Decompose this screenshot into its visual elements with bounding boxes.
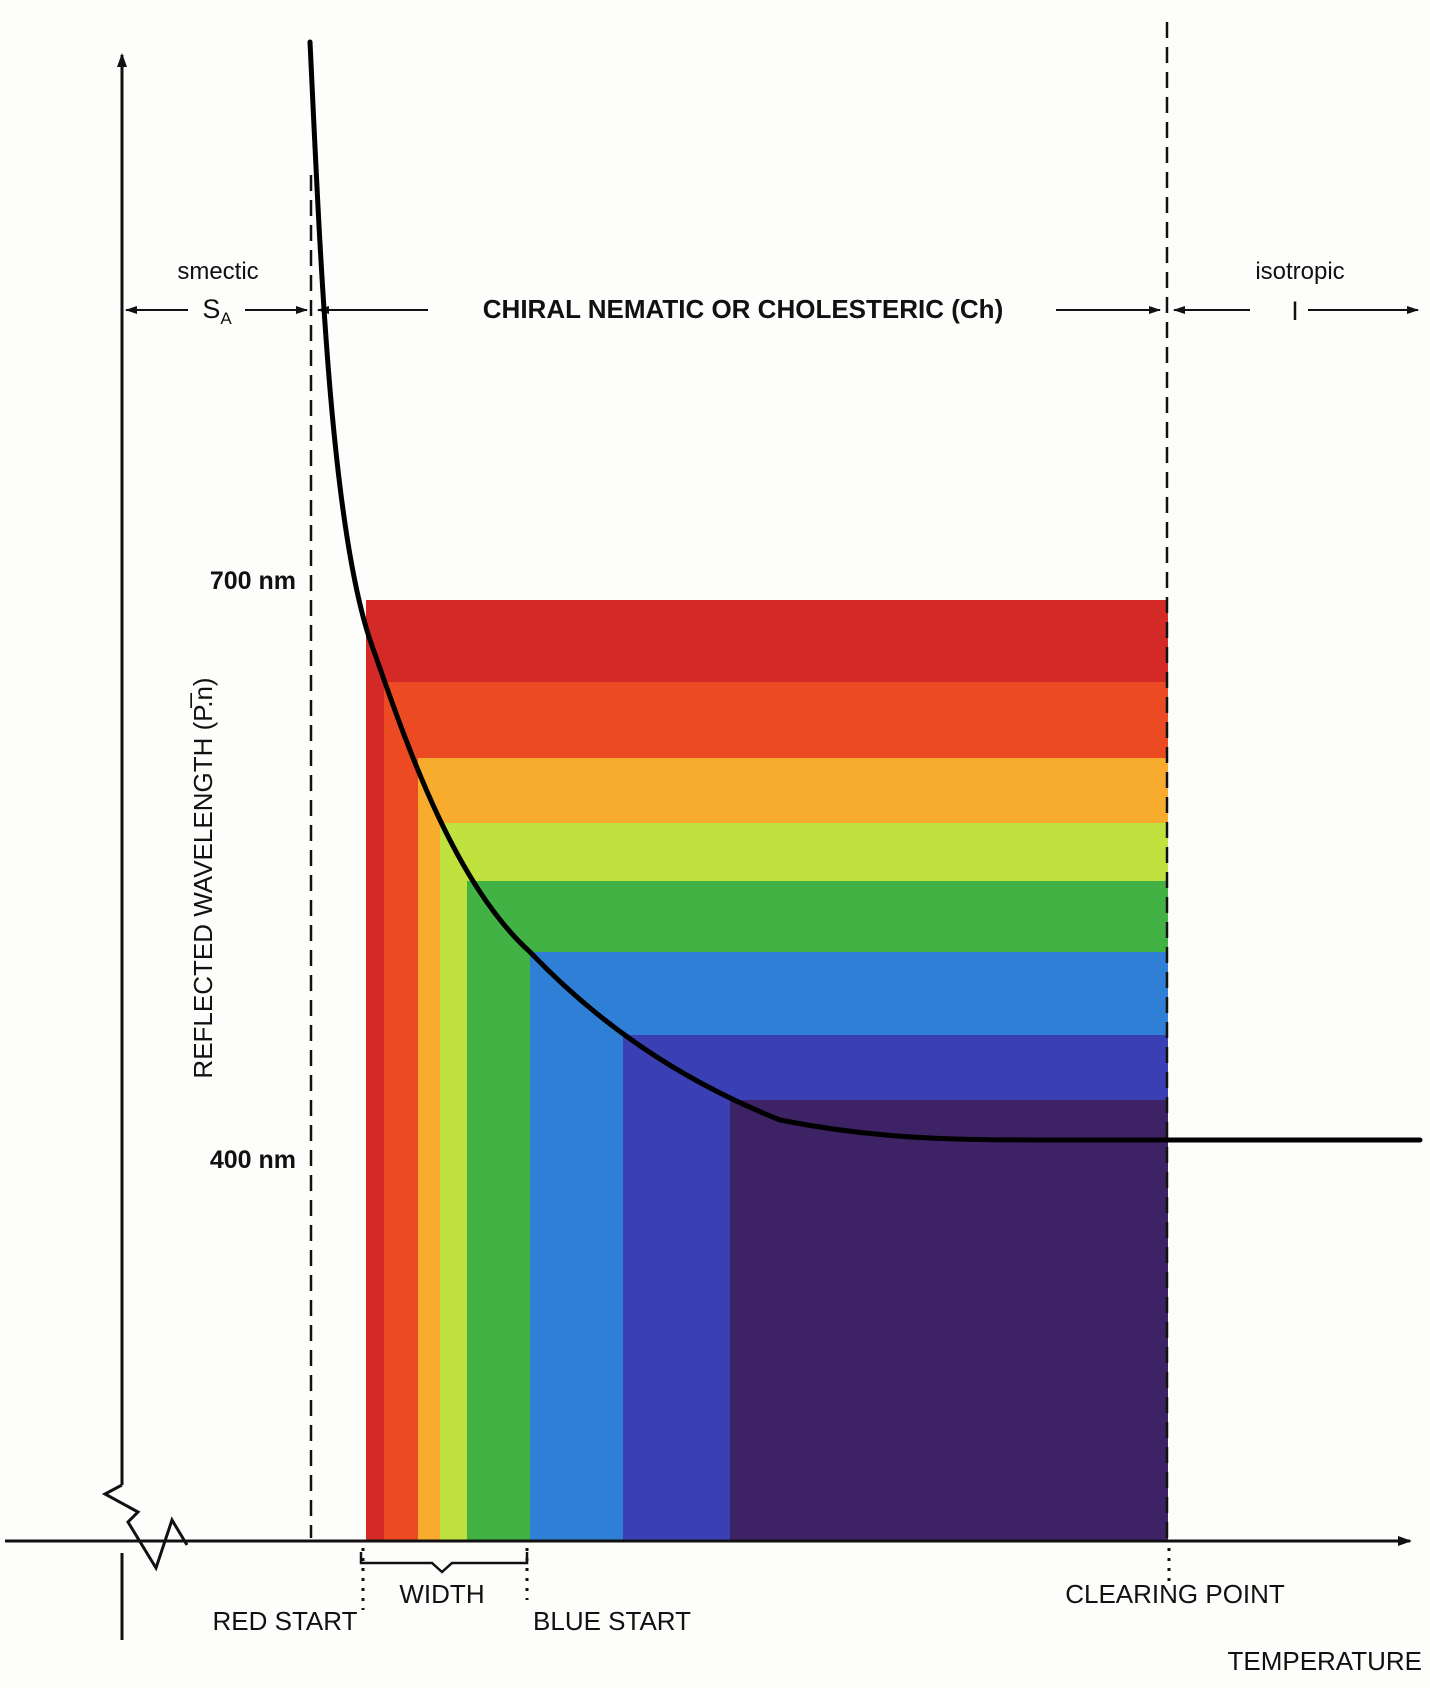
y-tick-700: 700 nm: [210, 567, 296, 595]
isotropic-symbol: I: [1291, 296, 1299, 326]
x-axis-label: TEMPERATURE: [1227, 1646, 1422, 1676]
clearing-point-label: CLEARING POINT: [1065, 1579, 1285, 1609]
red-start-label: RED START: [213, 1606, 358, 1636]
width-label: WIDTH: [399, 1579, 484, 1609]
y-axis-label: REFLECTED WAVELENGTH (P.̅n): [188, 677, 218, 1078]
isotropic-label: isotropic: [1255, 258, 1344, 285]
y-axis: [101, 53, 189, 1640]
band-violet: [730, 1100, 1168, 1540]
smectic-label: smectic: [177, 258, 258, 285]
y-tick-400: 400 nm: [210, 1146, 296, 1174]
axis-break-icon: [101, 1483, 189, 1572]
blue-start-label: BLUE START: [533, 1606, 691, 1636]
wavelength-curve: [307, 39, 1423, 1143]
color-bands: [366, 600, 1168, 1540]
cholesteric-label: CHIRAL NEMATIC OR CHOLESTERIC (Ch): [483, 294, 1003, 324]
width-bracket: [359, 1552, 529, 1574]
smectic-symbol: SA: [202, 294, 232, 328]
